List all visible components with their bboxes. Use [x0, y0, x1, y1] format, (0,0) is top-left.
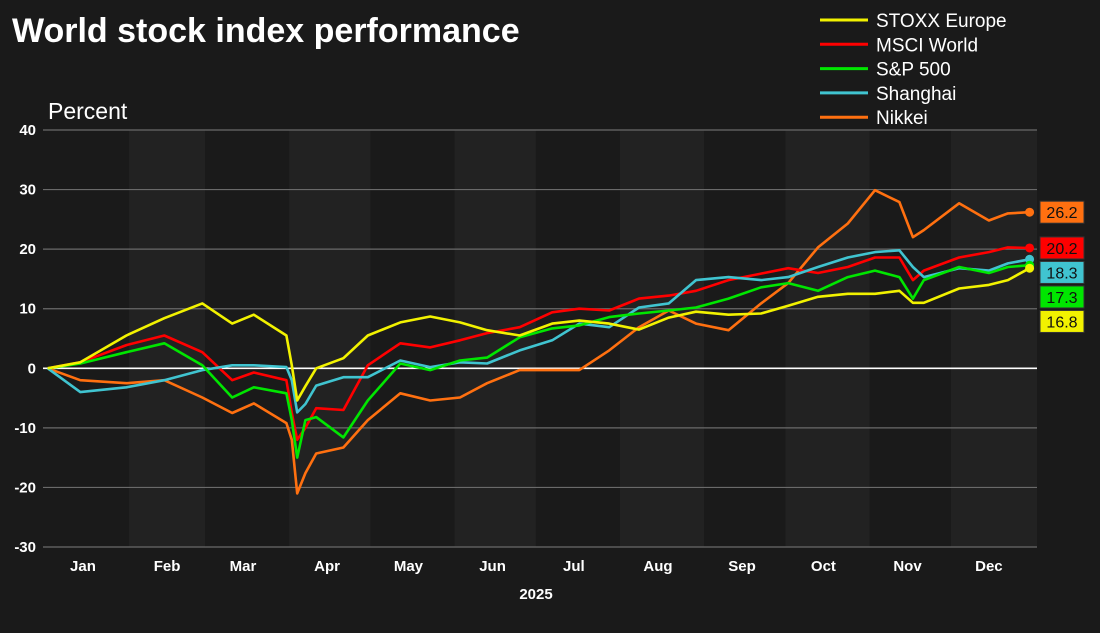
series-end-point: [1025, 207, 1035, 217]
x-tick-label: Oct: [811, 558, 836, 575]
y-tick-label: 20: [19, 241, 36, 258]
legend-label: STOXX Europe: [876, 11, 1007, 32]
end-label-value: 16.8: [1046, 314, 1077, 331]
legend-item: STOXX Europe: [820, 11, 1007, 32]
series-end-point: [1025, 263, 1035, 273]
chart-title: World stock index performance: [12, 12, 520, 50]
legend-item: Shanghai: [820, 84, 956, 105]
y-tick-label: 30: [19, 182, 36, 199]
y-tick-label: -10: [14, 420, 36, 437]
x-tick-label: Apr: [314, 558, 340, 575]
series-end-point: [1025, 243, 1035, 253]
x-axis-label: 2025: [519, 586, 552, 603]
series-line-msci-world: [47, 246, 1030, 442]
end-label-msci-world: 20.2: [1039, 236, 1085, 260]
end-label-value: 17.3: [1046, 290, 1077, 307]
y-tick-label: -20: [14, 479, 36, 496]
series-line-s-p-500: [47, 263, 1030, 459]
end-label-box: [1039, 260, 1085, 284]
end-label-box: [1039, 285, 1085, 309]
legend-item: Nikkei: [820, 108, 928, 129]
end-label-value: 20.2: [1046, 241, 1077, 258]
month-band: [129, 130, 206, 547]
series-line-stoxx-europe: [47, 267, 1031, 402]
y-tick-label: -30: [14, 539, 36, 556]
legend-item: MSCI World: [820, 35, 978, 56]
legend-item: S&P 500: [820, 60, 951, 81]
end-label-value: 18.3: [1046, 265, 1077, 282]
x-tick-label: Mar: [230, 558, 257, 575]
gridlines: [43, 129, 1037, 548]
series-lines: [46, 188, 1035, 495]
legend: STOXX Europe MSCI World S&P 500 Shanghai Nik…: [820, 11, 1007, 129]
end-label-s-p-500: 17.3: [1039, 285, 1085, 309]
legend-label: S&P 500: [876, 60, 951, 81]
x-axis-ticks: Jan Feb Mar Apr May Jun Jul Aug Sep Oct Nov Dec: [70, 558, 1003, 575]
series-line-nikkei: [47, 188, 1030, 495]
legend-label: Nikkei: [876, 108, 928, 129]
end-label-value: 26.2: [1046, 205, 1077, 222]
end-label-box: [1039, 236, 1085, 260]
legend-label: MSCI World: [876, 35, 978, 56]
month-band: [205, 130, 290, 547]
y-tick-label: 10: [19, 301, 36, 318]
x-tick-label: Dec: [975, 558, 1003, 575]
month-band: [704, 130, 786, 547]
y-axis-label: Percent: [48, 98, 128, 124]
end-label-shanghai: 18.3: [1039, 260, 1085, 284]
month-band: [869, 130, 951, 547]
series-line-shanghai: [46, 249, 1030, 414]
month-band: [950, 130, 1037, 547]
end-label-nikkei: 26.2: [1039, 200, 1085, 224]
legend-label: Shanghai: [876, 84, 956, 105]
end-label-stoxx-europe: 16.8: [1039, 309, 1085, 333]
x-tick-label: Jul: [563, 558, 585, 575]
y-tick-label: 0: [28, 360, 36, 377]
x-tick-label: Aug: [643, 558, 672, 575]
month-band: [785, 130, 870, 547]
month-band: [535, 130, 621, 547]
x-tick-label: Jan: [70, 558, 96, 575]
x-tick-label: Sep: [728, 558, 756, 575]
month-band: [620, 130, 705, 547]
month-band: [370, 130, 455, 547]
x-tick-label: Feb: [154, 558, 181, 575]
y-axis-ticks: 40 30 20 10 0 -10 -20 -30: [14, 122, 36, 556]
x-tick-label: Jun: [479, 558, 506, 575]
y-tick-label: 40: [19, 122, 36, 139]
month-bands: [45, 130, 1037, 547]
month-band: [45, 130, 130, 547]
end-labels: 26.2 20.2 18.3 17.3 16.8: [1039, 200, 1085, 333]
x-tick-label: Nov: [893, 558, 922, 575]
end-label-box: [1039, 200, 1085, 224]
end-label-box: [1039, 309, 1085, 333]
x-tick-label: May: [394, 558, 424, 575]
